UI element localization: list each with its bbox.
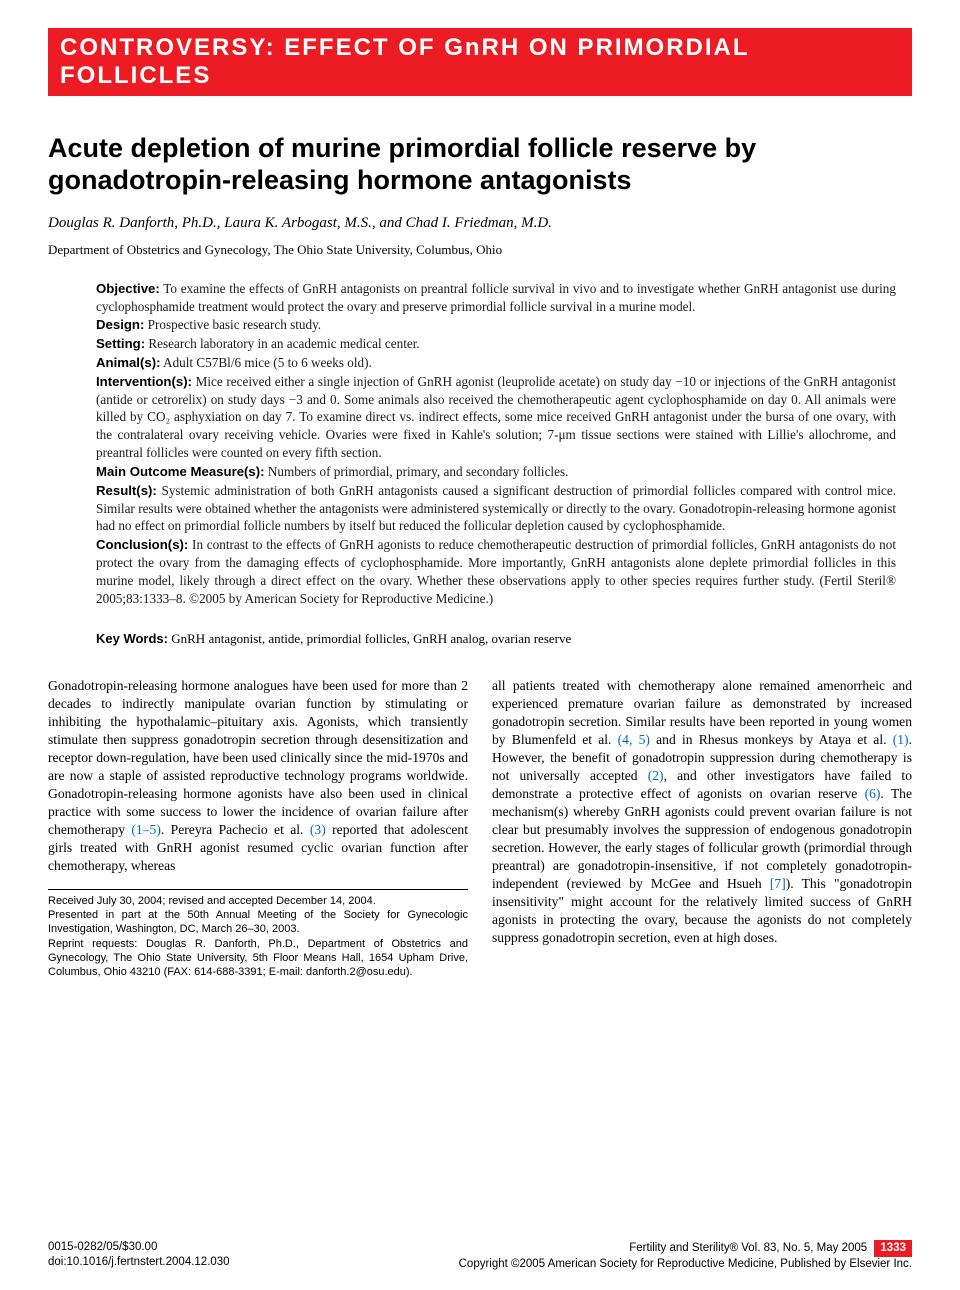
abstract-conclusions-label: Conclusion(s): [96,537,188,552]
abstract-conclusions-text: In contrast to the effects of GnRH agoni… [96,537,896,605]
keywords-text: GnRH antagonist, antide, primordial foll… [168,631,571,646]
abstract-setting-label: Setting: [96,336,145,351]
footnotes-block: Received July 30, 2004; revised and acce… [48,889,468,980]
citation-link[interactable]: (3) [310,822,326,837]
abstract-results-label: Result(s): [96,483,157,498]
footer-issn-price: 0015-0282/05/$30.00 [48,1240,230,1255]
abstract-interventions-label: Intervention(s): [96,374,192,389]
abstract-animals-text: Adult C57Bl/6 mice (5 to 6 weeks old). [160,355,371,370]
footer-copyright: Copyright ©2005 American Society for Rep… [459,1257,912,1272]
body-column-left: Gonadotropin-releasing hormone analogues… [48,677,468,979]
affiliation-line: Department of Obstetrics and Gynecology,… [48,242,912,258]
citation-link[interactable]: (1) [893,732,909,747]
page-number-badge: 1333 [874,1240,912,1257]
footnote-received: Received July 30, 2004; revised and acce… [48,894,468,908]
body-text: Gonadotropin-releasing hormone analogues… [48,678,468,837]
body-text-columns: Gonadotropin-releasing hormone analogues… [48,677,912,979]
body-column-right: all patients treated with chemotherapy a… [492,677,912,979]
abstract-animals-label: Animal(s): [96,355,160,370]
footnote-presented: Presented in part at the 50th Annual Mee… [48,908,468,937]
citation-link[interactable]: (1–5) [131,822,160,837]
abstract-design-label: Design: [96,317,144,332]
abstract-objective-label: Objective: [96,281,160,296]
abstract-block: Objective: To examine the effects of GnR… [96,280,896,608]
citation-link[interactable]: (2) [648,768,664,783]
citation-link[interactable]: (4, 5) [618,732,650,747]
abstract-objective-text: To examine the effects of GnRH antagonis… [96,281,896,314]
section-banner: CONTROVERSY: EFFECT OF GnRH ON PRIMORDIA… [48,28,912,96]
body-text: . Pereyra Pachecio et al. [161,822,310,837]
footnote-reprint: Reprint requests: Douglas R. Danforth, P… [48,937,468,980]
abstract-results-text: Systemic administration of both GnRH ant… [96,483,896,534]
abstract-setting-text: Research laboratory in an academic medic… [145,336,420,351]
footer-doi: doi:10.1016/j.fertnstert.2004.12.030 [48,1255,230,1270]
footer-left: 0015-0282/05/$30.00 doi:10.1016/j.fertns… [48,1240,230,1272]
footer-journal-info: Fertility and Sterility® Vol. 83, No. 5,… [629,1242,867,1254]
article-title: Acute depletion of murine primordial fol… [48,132,912,197]
body-text: and in Rhesus monkeys by Ataya et al. [650,732,893,747]
citation-link[interactable]: [7] [770,876,786,891]
abstract-design-text: Prospective basic research study. [144,317,321,332]
abstract-interventions-text: Mice received either a single injection … [96,374,896,460]
page-footer: 0015-0282/05/$30.00 doi:10.1016/j.fertns… [48,1240,912,1272]
citation-link[interactable]: (6) [865,786,881,801]
footer-right: Fertility and Sterility® Vol. 83, No. 5,… [459,1240,912,1272]
keywords-label: Key Words: [96,631,168,646]
abstract-outcome-text: Numbers of primordial, primary, and seco… [265,464,569,479]
authors-line: Douglas R. Danforth, Ph.D., Laura K. Arb… [48,215,912,232]
keywords-line: Key Words: GnRH antagonist, antide, prim… [96,631,896,647]
abstract-outcome-label: Main Outcome Measure(s): [96,464,265,479]
